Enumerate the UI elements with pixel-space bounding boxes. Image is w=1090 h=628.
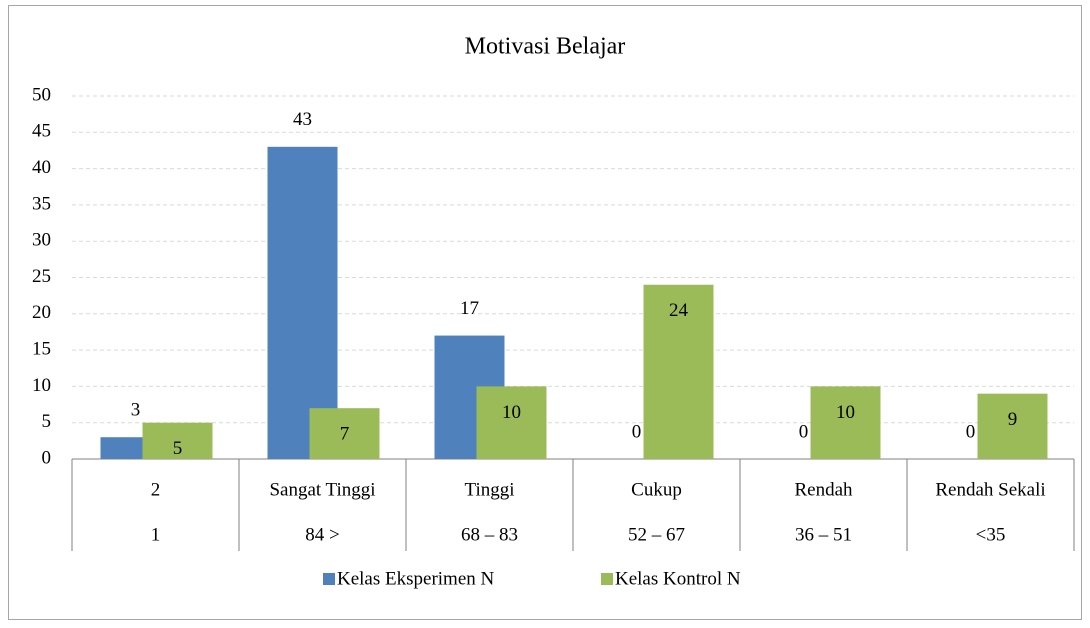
- data-label: 0: [966, 421, 976, 442]
- legend-label: Kelas Eksperimen N: [337, 568, 495, 589]
- data-label: 43: [293, 109, 312, 130]
- bar: [267, 146, 338, 459]
- y-tick-label: 30: [32, 230, 51, 251]
- data-label: 24: [669, 300, 689, 321]
- x-subtick-label: <35: [976, 524, 1006, 545]
- data-label: 10: [502, 402, 521, 423]
- x-subtick-label: 36 – 51: [795, 524, 852, 545]
- y-tick-label: 35: [32, 193, 51, 214]
- y-tick-label: 20: [32, 302, 51, 323]
- bar: [643, 284, 714, 459]
- data-label: 17: [460, 298, 479, 319]
- x-tick-label: 2: [151, 479, 161, 500]
- x-tick-label: Tinggi: [465, 479, 515, 500]
- x-tick-label: Rendah: [794, 479, 853, 500]
- data-label: 3: [131, 400, 141, 421]
- data-label: 5: [173, 438, 183, 459]
- y-tick-label: 15: [32, 338, 51, 359]
- data-label: 9: [1008, 409, 1018, 430]
- x-subtick-label: 68 – 83: [461, 524, 518, 545]
- x-tick-label: Rendah Sekali: [935, 479, 1045, 500]
- data-label: 0: [632, 421, 642, 442]
- x-subtick-label: 84 >: [305, 524, 339, 545]
- data-label: 0: [799, 421, 809, 442]
- y-tick-label: 50: [32, 84, 51, 105]
- y-tick-label: 5: [42, 411, 52, 432]
- bar: [476, 386, 547, 459]
- legend-swatch: [601, 573, 613, 585]
- x-tick-label: Sangat Tinggi: [269, 479, 375, 500]
- x-subtick-label: 52 – 67: [628, 524, 685, 545]
- chart-border: [8, 5, 1082, 620]
- y-tick-label: 45: [32, 121, 51, 142]
- y-tick-label: 40: [32, 157, 51, 178]
- bar: [810, 386, 881, 459]
- data-label: 7: [340, 424, 350, 445]
- x-tick-label: Cukup: [631, 479, 682, 500]
- bar: [309, 408, 380, 459]
- y-tick-label: 10: [32, 375, 51, 396]
- legend-swatch: [323, 573, 335, 585]
- y-tick-label: 25: [32, 266, 51, 287]
- chart-title: Motivasi Belajar: [465, 34, 626, 60]
- legend-label: Kelas Kontrol N: [615, 568, 741, 589]
- bar: [142, 422, 213, 459]
- y-tick-label: 0: [42, 447, 52, 468]
- x-subtick-label: 1: [151, 524, 161, 545]
- data-label: 10: [836, 402, 855, 423]
- bar: [977, 393, 1048, 459]
